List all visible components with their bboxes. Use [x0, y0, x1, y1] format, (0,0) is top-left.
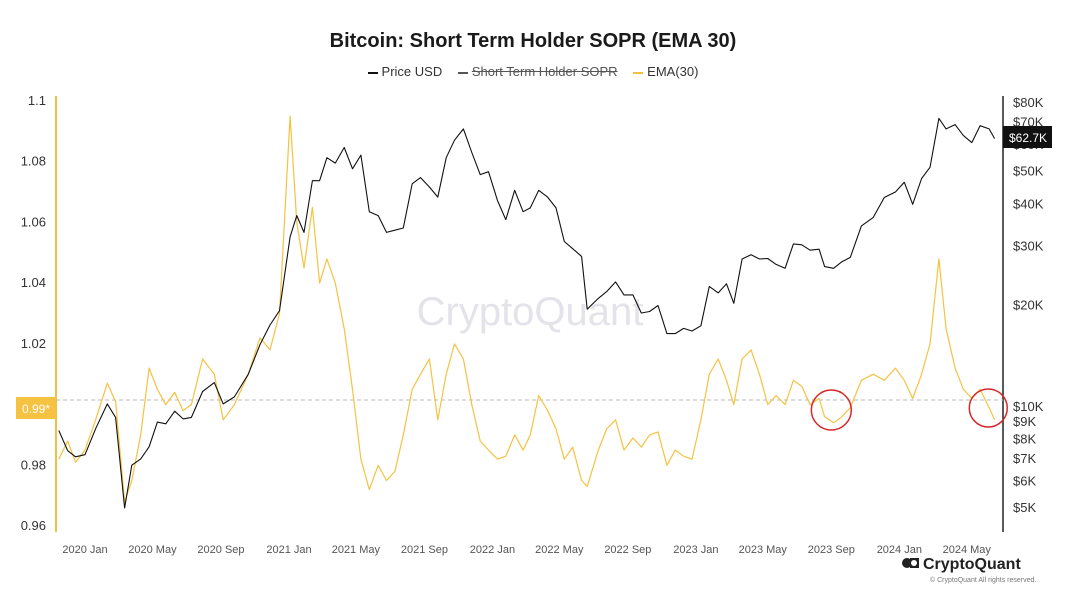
legend-item-ema[interactable]: EMA(30)	[633, 64, 698, 79]
right-axis-tick-label: $80K	[1013, 95, 1044, 110]
left-axis-tick-label: 1.04	[21, 275, 46, 290]
right-axis-tick-label: $20K	[1013, 298, 1044, 313]
right-axis-tick-label: $8K	[1013, 431, 1036, 446]
right-axis-tick-label: $5K	[1013, 500, 1036, 515]
right-axis-tick-label: $6K	[1013, 473, 1036, 488]
x-axis-tick-label: 2023 Jan	[673, 544, 718, 556]
cryptoquant-logo-icon	[902, 556, 920, 570]
legend-label-sopr: Short Term Holder SOPR	[471, 64, 618, 79]
brand-name: CryptoQuant	[923, 556, 1021, 573]
right-axis-tick-label: $40K	[1013, 196, 1044, 211]
x-axis-tick-label: 2021 May	[332, 544, 381, 556]
left-axis-tick-label: 0.98	[21, 457, 46, 472]
x-axis-tick-label: 2022 Sep	[604, 544, 651, 556]
legend-swatch-ema	[633, 71, 644, 74]
current-sopr-label: 0.99*	[22, 402, 50, 416]
legend-item-price[interactable]: Price USD	[367, 64, 443, 79]
highlight-circle-jun-2024	[968, 388, 1009, 428]
watermark: CryptoQuant	[417, 290, 644, 334]
legend-label-ema: EMA(30)	[647, 64, 699, 79]
left-axis-tick-label: 1.02	[21, 336, 46, 351]
x-axis-tick-label: 2023 May	[739, 544, 788, 556]
x-axis-tick-label: 2021 Sep	[401, 544, 448, 556]
chart-legend: Price USD Short Term Holder SOPR EMA(30)	[0, 64, 1066, 79]
x-axis-tick-label: 2020 Jan	[62, 544, 107, 556]
legend-label-price: Price USD	[381, 64, 443, 79]
right-axis-tick-label: $70K	[1013, 115, 1044, 130]
right-axis-tick-label: $7K	[1013, 451, 1036, 466]
legend-item-sopr[interactable]: Short Term Holder SOPR	[457, 64, 618, 79]
left-axis-tick-label: 1.1	[28, 93, 46, 108]
current-price-badge	[1003, 126, 1052, 148]
x-axis-tick-label: 2024 Jan	[877, 544, 922, 556]
right-axis-tick-label: $50K	[1013, 164, 1044, 179]
chart-title: Bitcoin: Short Term Holder SOPR (EMA 30)	[329, 30, 737, 52]
x-axis-tick-label: 2022 Jan	[470, 544, 515, 556]
x-axis-tick-label: 2024 May	[943, 544, 992, 556]
right-axis-tick-label: $10K	[1013, 399, 1044, 414]
brand-logo: CryptoQuant	[902, 556, 1021, 574]
copyright-text: © CryptoQuant All rights reserved.	[930, 577, 1037, 584]
x-axis-tick-label: 2023 Sep	[808, 544, 855, 556]
left-axis-tick-label: 1.06	[21, 214, 46, 229]
ema30-series-line	[58, 115, 996, 503]
current-price-label: $62.7K	[1009, 131, 1047, 145]
legend-swatch-price	[367, 71, 378, 74]
highlight-circle-sep-2023	[810, 389, 853, 431]
x-axis-tick-label: 2021 Jan	[266, 544, 311, 556]
legend-swatch-sopr	[457, 71, 468, 74]
left-axis-tick-label: 0.96	[21, 518, 46, 533]
right-axis-tick-label: $9K	[1013, 414, 1036, 429]
left-axis-tick-label: 1.08	[21, 154, 46, 169]
price-series-line	[58, 117, 996, 509]
x-axis-tick-label: 2022 May	[535, 544, 584, 556]
right-axis-tick-label: $30K	[1013, 238, 1044, 253]
current-sopr-badge	[16, 397, 56, 419]
x-axis-tick-label: 2020 May	[128, 544, 177, 556]
x-axis-tick-label: 2020 Sep	[197, 544, 244, 556]
